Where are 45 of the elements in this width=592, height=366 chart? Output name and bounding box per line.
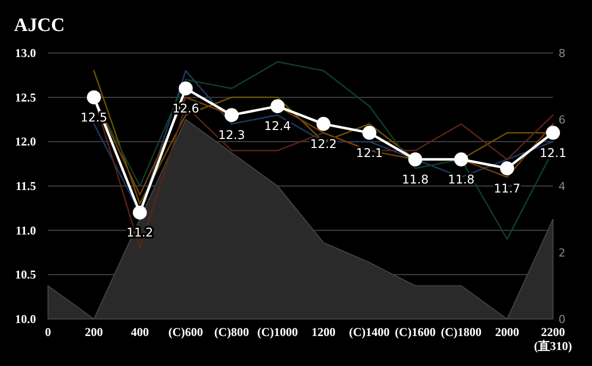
y-tick-label: 10.0 (15, 312, 36, 326)
point (362, 126, 376, 140)
data-label: 12.1 (356, 146, 383, 160)
data-label: 11.8 (402, 172, 429, 186)
point (408, 152, 422, 166)
y-tick-label: 10.5 (15, 268, 36, 282)
point (132, 206, 147, 220)
y2-tick-label: 8 (558, 47, 566, 60)
y-tick-label: 12.0 (15, 134, 36, 149)
x-tick-label: (C)1000 (257, 325, 298, 339)
y2-tick-label: 0 (558, 313, 566, 326)
x-tick-label: (C)600 (168, 325, 204, 339)
point (546, 126, 560, 140)
point (500, 161, 514, 176)
x-tick-label: (C)1400 (349, 325, 390, 339)
x-tick-label: 0 (45, 325, 51, 339)
y-tick-label: 11.0 (16, 223, 36, 238)
x-tick-label: 2000 (495, 325, 520, 339)
y2-tick-label: 2 (558, 246, 566, 260)
x-tick-label: (C)800 (214, 325, 249, 339)
chart-title: AJCC (14, 15, 65, 36)
data-label: 12.4 (264, 119, 291, 134)
data-label: 11.7 (494, 181, 520, 196)
point (454, 152, 468, 166)
x-tick-label: (C)1800 (440, 325, 482, 339)
data-label: 12.2 (310, 136, 337, 151)
point (224, 108, 239, 122)
x-tick-label: (C)1600 (394, 325, 436, 339)
x-tick-label: 400 (130, 325, 149, 339)
y-tick-label: 13.0 (15, 46, 36, 60)
y-tick-label: 12.5 (15, 90, 36, 104)
x-tick-label: 1200 (311, 325, 336, 339)
data-label: 11.8 (448, 172, 475, 186)
x-tick-label: 200 (84, 325, 103, 339)
point (316, 116, 330, 131)
y2-tick-label: 6 (558, 114, 566, 126)
point (270, 99, 285, 114)
point (86, 90, 101, 104)
y2-tick-label: 4 (558, 180, 566, 193)
x-tick-label: 2200 (直310) (534, 325, 572, 353)
y-tick-label: 11.5 (16, 179, 36, 193)
data-label: 12.3 (218, 128, 245, 142)
data-label: 12.1 (540, 146, 566, 160)
point (178, 81, 193, 96)
data-label: 11.2 (126, 226, 154, 240)
